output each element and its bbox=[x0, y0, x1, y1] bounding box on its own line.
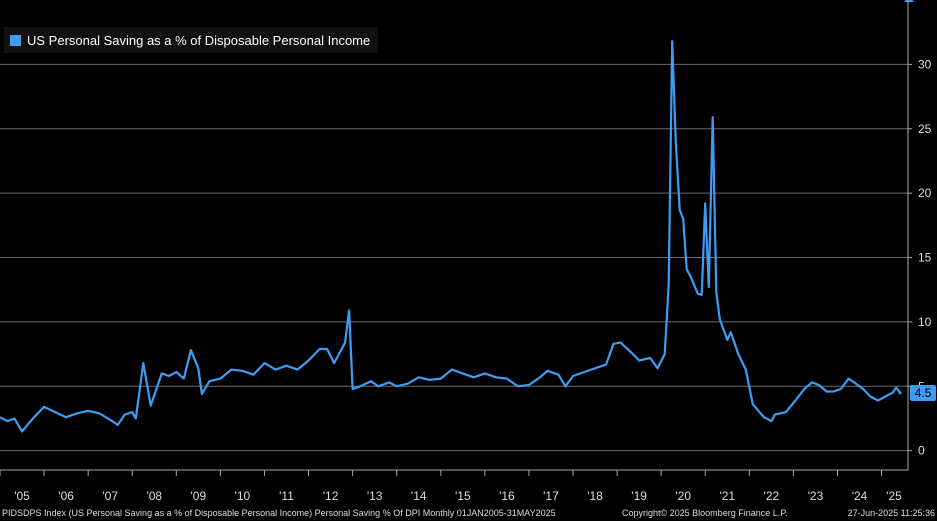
series-line bbox=[0, 40, 901, 433]
last-value-label: 4.5 bbox=[910, 384, 936, 401]
y-axis: 051015202530 bbox=[907, 0, 932, 470]
legend-swatch bbox=[10, 34, 21, 46]
x-tick-label: '09 bbox=[191, 489, 207, 503]
y-tick-label: 0 bbox=[918, 444, 925, 458]
footer-copyright: Copyright© 2025 Bloomberg Finance L.P. bbox=[622, 508, 788, 518]
x-tick-label: '06 bbox=[58, 489, 74, 503]
x-tick-label: '24 bbox=[852, 489, 868, 503]
footer-source: PIDSDPS Index (US Personal Saving as a %… bbox=[2, 508, 556, 518]
y-tick-label: 30 bbox=[918, 57, 932, 71]
grid-lines bbox=[0, 63, 908, 452]
x-tick-label: '12 bbox=[323, 489, 339, 503]
x-tick-label: '05 bbox=[14, 489, 30, 503]
x-tick-label: '16 bbox=[499, 489, 515, 503]
last-point bbox=[898, 391, 902, 395]
y-tick-label: 25 bbox=[918, 122, 932, 136]
legend: US Personal Saving as a % of Disposable … bbox=[4, 27, 379, 53]
x-tick-label: '21 bbox=[719, 489, 735, 503]
footer: PIDSDPS Index (US Personal Saving as a %… bbox=[0, 506, 937, 521]
series-layer bbox=[0, 0, 914, 433]
axis-marker bbox=[904, 0, 914, 2]
x-tick-label: '19 bbox=[631, 489, 647, 503]
x-tick-label: '14 bbox=[411, 489, 427, 503]
x-tick-label: '15 bbox=[455, 489, 471, 503]
y-tick-label: 20 bbox=[918, 186, 932, 200]
legend-label: US Personal Saving as a % of Disposable … bbox=[27, 32, 371, 48]
x-tick-label: '23 bbox=[808, 489, 824, 503]
x-axis: '05 '06 '07 '08 '09 '10 '11 '12 '13 '14 '15 '16 '17 '… bbox=[0, 469, 908, 503]
x-tick-label: '07 bbox=[102, 489, 118, 503]
x-tick-label: '17 bbox=[543, 489, 559, 503]
y-tick-label: 10 bbox=[918, 315, 932, 329]
x-tick-label: '11 bbox=[279, 489, 294, 503]
y-tick-label: 15 bbox=[918, 251, 932, 265]
footer-timestamp: 27-Jun-2025 11:25:36 bbox=[847, 508, 935, 518]
x-tick-label: '10 bbox=[235, 489, 251, 503]
x-tick-label: '22 bbox=[764, 489, 780, 503]
x-tick-label: '13 bbox=[367, 489, 383, 503]
x-tick-label: '25 bbox=[886, 489, 902, 503]
x-tick-label: '18 bbox=[587, 489, 603, 503]
x-tick-label: '20 bbox=[675, 489, 691, 503]
x-tick-label: '08 bbox=[146, 489, 162, 503]
